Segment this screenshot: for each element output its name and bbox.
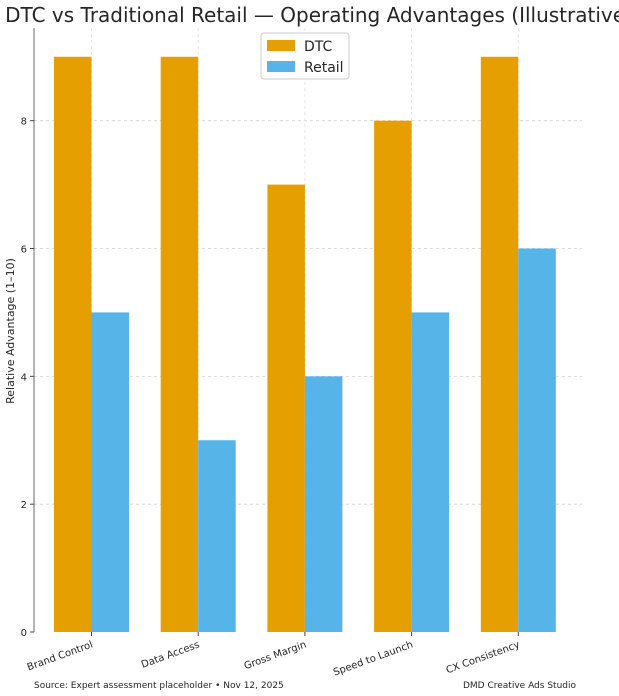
chart-title: DTC vs Traditional Retail — Operating Ad… <box>5 3 619 27</box>
bar-dtc-cx-consistency <box>480 56 519 633</box>
legend-swatch-dtc <box>267 40 295 51</box>
footer-credit: DMD Creative Ads Studio <box>463 681 576 691</box>
legend-swatch-retail <box>267 61 295 72</box>
x-axis-ticks: Brand Control Data Access Gross Margin Spee… <box>26 632 522 679</box>
x-tick-label: Speed to Launch <box>332 639 415 678</box>
bar-dtc-brand-control <box>54 56 92 633</box>
x-tick-label: Gross Margin <box>243 639 308 672</box>
y-axis-label: Relative Advantage (1–10) <box>4 258 17 404</box>
bar-dtc-gross-margin <box>267 184 305 632</box>
y-tick-label: 0 <box>21 628 27 639</box>
y-tick-label: 2 <box>21 500 27 511</box>
bar-retail-brand-control <box>91 312 129 632</box>
bar-retail-data-access <box>198 440 236 632</box>
bar-dtc-data-access <box>160 56 199 633</box>
legend-label-retail: Retail <box>304 60 344 76</box>
legend: DTC Retail <box>260 32 350 80</box>
legend-label-dtc: DTC <box>304 39 333 55</box>
y-tick-label: 4 <box>21 372 27 383</box>
y-axis-ticks: 0 2 4 6 8 <box>21 117 34 639</box>
x-tick-label: Brand Control <box>26 639 95 673</box>
bar-retail-gross-margin <box>304 376 343 632</box>
x-tick-label: Data Access <box>140 639 201 670</box>
bar-retail-speed-to-launch <box>411 312 450 632</box>
bars <box>54 56 556 633</box>
y-tick-label: 8 <box>21 117 27 128</box>
y-tick-label: 6 <box>21 245 27 256</box>
x-tick-label: CX Consistency <box>445 639 522 676</box>
bar-retail-cx-consistency <box>518 248 556 632</box>
bar-dtc-speed-to-launch <box>374 120 412 632</box>
footer-source: Source: Expert assessment placeholder • … <box>34 681 284 691</box>
